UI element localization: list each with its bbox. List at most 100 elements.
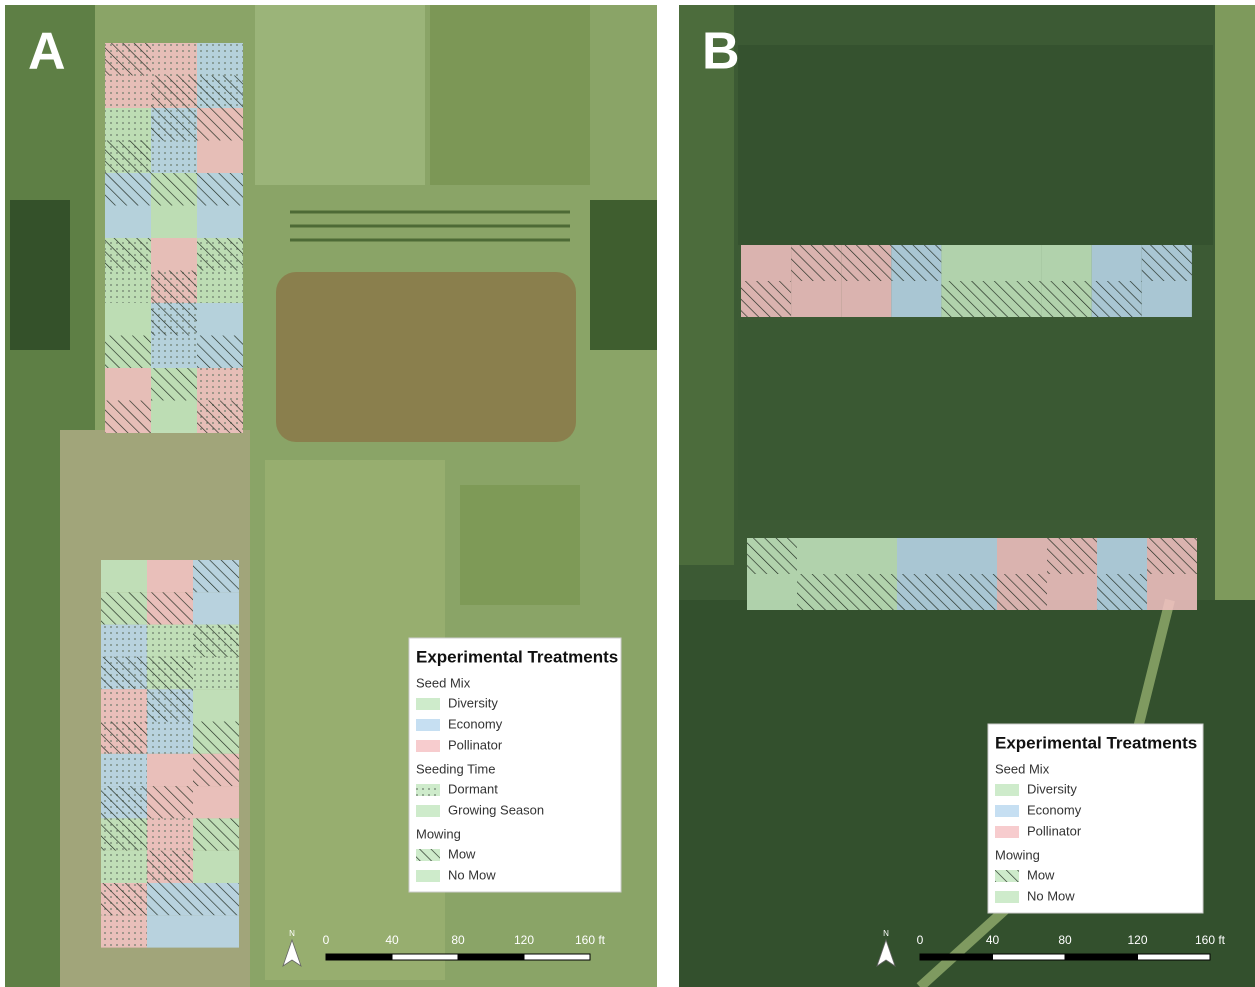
plot-dots — [105, 108, 151, 141]
scale-segment — [1064, 953, 1138, 961]
plot-hatch — [105, 140, 151, 173]
legend-item: Economy — [448, 716, 503, 731]
plot-dots — [151, 335, 197, 368]
plot-dots — [101, 915, 147, 948]
plot-cell — [1047, 574, 1097, 610]
plot-hatch — [101, 786, 147, 819]
plot-hatch — [791, 245, 842, 281]
plot-cell — [791, 281, 842, 317]
scale-segment — [523, 953, 591, 961]
legend-item: Mow — [1027, 867, 1055, 882]
plot-hatch — [193, 560, 239, 593]
plot-hatch — [147, 883, 193, 916]
plot-cell — [1097, 538, 1147, 574]
plot-hatch — [897, 574, 947, 610]
legend-item: Pollinator — [448, 737, 503, 752]
plot-cell — [193, 915, 239, 948]
plot-dots — [197, 43, 243, 76]
plot-cell — [897, 538, 947, 574]
plot-hatch — [197, 173, 243, 206]
legend-item: Growing Season — [448, 802, 544, 817]
plot-hatch — [1047, 538, 1097, 574]
plot-cell — [105, 303, 151, 336]
plot-cell — [947, 538, 997, 574]
plot-dots — [101, 850, 147, 883]
plot-hatch — [197, 238, 243, 271]
scale-label: 40 — [385, 933, 399, 947]
legend-item: Mow — [448, 846, 476, 861]
plot-cell — [151, 238, 197, 271]
scale-segment — [457, 953, 525, 961]
legend-group-title: Mowing — [995, 847, 1040, 862]
scale-label: 80 — [1058, 933, 1072, 947]
scale-segment — [1137, 953, 1211, 961]
plot-hatch — [1141, 245, 1192, 281]
plot-cell — [1141, 281, 1192, 317]
plot-hatch — [991, 281, 1042, 317]
scale-label: 120 — [514, 933, 534, 947]
plot-cell — [416, 719, 440, 731]
plot-cell — [147, 915, 193, 948]
plot-cell — [193, 850, 239, 883]
plot-cell — [105, 368, 151, 401]
plot-hatch — [941, 281, 992, 317]
legend-box — [408, 637, 622, 893]
scale-label: 40 — [986, 933, 1000, 947]
plot-hatch — [416, 849, 440, 861]
plot-cell — [797, 538, 847, 574]
legend-title: Experimental Treatments — [416, 647, 618, 666]
plot-cell — [995, 784, 1019, 796]
plot-cell — [193, 592, 239, 625]
plot-hatch — [197, 75, 243, 108]
plot-cell — [105, 205, 151, 238]
plot-hatch — [147, 786, 193, 819]
plot-hatch — [101, 818, 147, 851]
plot-dots — [416, 784, 440, 796]
plot-hatch — [151, 368, 197, 401]
plot-hatch — [995, 870, 1019, 882]
plot-hatch — [1097, 574, 1147, 610]
plot-hatch — [847, 574, 897, 610]
plot-hatch — [197, 108, 243, 141]
scale-segment — [992, 953, 1066, 961]
plot-cell — [147, 753, 193, 787]
scale-label: 80 — [451, 933, 465, 947]
plot-hatch — [747, 538, 797, 574]
plot-dots — [101, 689, 147, 722]
plot-cell — [197, 140, 243, 173]
legend-item: No Mow — [1027, 888, 1075, 903]
aerial-b — [679, 5, 1255, 987]
plot-hatch — [1091, 281, 1142, 317]
plot-hatch — [147, 592, 193, 625]
legend: Experimental Treatments Seed Mix Diversity… — [987, 723, 1204, 914]
plot-cell — [747, 574, 797, 610]
plot-hatch — [841, 245, 892, 281]
plot-hatch — [193, 883, 239, 916]
plot-cell — [416, 870, 440, 882]
plot-cell — [101, 560, 147, 593]
plot-hatch — [147, 850, 193, 883]
scale-label: 160 ft — [1195, 933, 1226, 947]
scale-label: 0 — [323, 933, 330, 947]
plot-hatch — [151, 270, 197, 303]
legend-item: Pollinator — [1027, 823, 1082, 838]
plot-hatch — [105, 173, 151, 206]
plot-hatch — [193, 818, 239, 851]
plot-hatch — [151, 108, 197, 141]
panel-label: B — [702, 23, 740, 81]
plot-hatch — [1041, 281, 1092, 317]
north-label: N — [883, 929, 889, 938]
scale-label: 0 — [917, 933, 924, 947]
legend-group-title: Mowing — [416, 826, 461, 841]
plot-hatch — [193, 624, 239, 657]
plot-cell — [151, 205, 197, 238]
plot-cell — [1147, 574, 1197, 610]
plot-dots — [197, 270, 243, 303]
plot-hatch — [193, 721, 239, 754]
plot-cell — [891, 281, 942, 317]
plot-hatch — [1147, 538, 1197, 574]
plot-hatch — [797, 574, 847, 610]
legend-item: Diversity — [448, 695, 498, 710]
plot-dots — [105, 270, 151, 303]
